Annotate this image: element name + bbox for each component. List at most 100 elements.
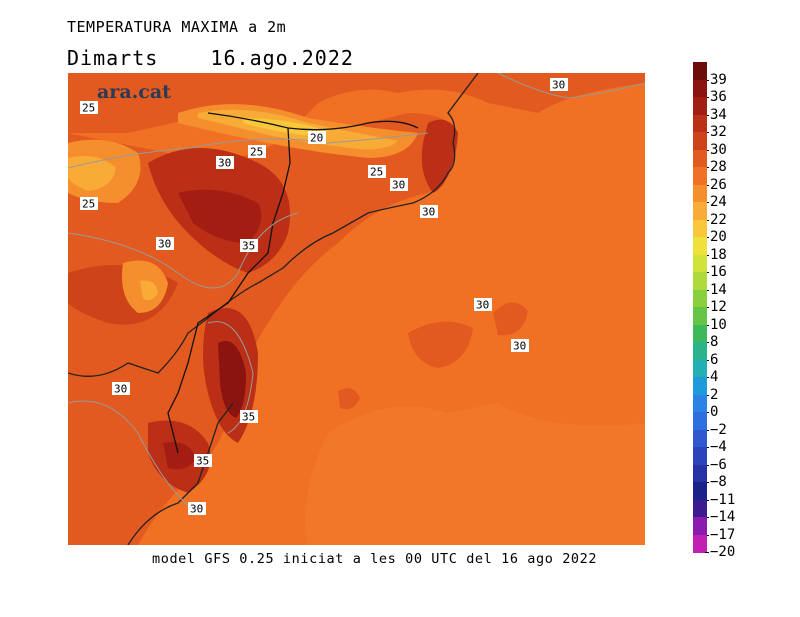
contour-labels: 30 25 30 25 20 25 30 25 30 35 30 30 30 30 35 35 30 [80, 78, 568, 516]
colorbar-segment [693, 447, 707, 465]
contour-label-box [216, 156, 234, 169]
colorbar-label: 16 [710, 264, 727, 280]
catalonia-border [247, 127, 291, 274]
hot-girona [421, 119, 458, 193]
colorbar-label: 4 [710, 369, 719, 385]
colorbar-tick [705, 307, 709, 308]
contour-label: 30 [218, 157, 231, 170]
contour-label: 25 [82, 198, 95, 211]
colorbar-tick [705, 114, 709, 116]
contour-label-box [240, 239, 258, 252]
map-title: TEMPERATURA MAXIMA a 2m [67, 18, 287, 36]
contour-label: 30 [392, 179, 405, 192]
colorbar-tick [705, 394, 709, 396]
colorbar-tick [705, 97, 709, 98]
colorbar-label: 12 [710, 299, 727, 315]
colorbar-label: −11 [710, 491, 736, 508]
colorbar-segment [693, 202, 707, 220]
contour-line [68, 212, 299, 289]
colorbar-segment [693, 237, 707, 255]
colorbar-label: 10 [710, 316, 727, 333]
colorbar-segment [693, 412, 707, 430]
colorbar-label: 30 [710, 141, 727, 158]
colorbar-tick [705, 149, 709, 151]
colorbar-label: 39 [710, 71, 727, 88]
colorbar-segment [693, 324, 707, 343]
contour-label-box [248, 145, 266, 158]
land-north [68, 73, 645, 133]
colorbar-label: 24 [710, 194, 727, 210]
colorbar-label: 18 [710, 246, 727, 263]
coastline [68, 73, 479, 377]
colorbar-label: 32 [710, 124, 727, 140]
logo: ara.cat [97, 81, 171, 103]
colorbar-segment [693, 499, 707, 518]
contour-label-box [511, 339, 529, 352]
contour-label: 25 [370, 166, 383, 179]
colorbar-tick [705, 79, 709, 81]
colorbar-tick [705, 464, 709, 466]
colorbar-label: −20 [710, 544, 736, 560]
colorbar-tick [705, 272, 709, 273]
contour-label: 30 [513, 340, 526, 353]
contour-label-box [194, 454, 212, 467]
colorbar-segment [693, 482, 707, 500]
colorbar-segment [693, 289, 707, 308]
map-svg: 30 25 30 25 20 25 30 25 30 35 30 30 30 30 35 35 30 [68, 73, 645, 545]
contour-label: 35 [242, 240, 255, 253]
colorbar-label: 20 [710, 229, 727, 245]
colorbar-label: 36 [710, 89, 727, 105]
colorbar-label: −4 [710, 439, 727, 455]
contour-label-box [240, 410, 258, 423]
colorbar-label: 6 [710, 351, 719, 368]
colorbar-segment [693, 254, 707, 273]
colorbar-tick [705, 289, 709, 291]
colorbar-segment [693, 114, 707, 133]
colorbar-segment [693, 429, 707, 448]
contour-label: 35 [242, 411, 255, 424]
colorbar-label: 22 [710, 211, 727, 228]
contour-label: 30 [476, 299, 489, 312]
colorbar-segment [693, 359, 707, 378]
colorbar-label: −17 [710, 526, 736, 543]
colorbar-tick [705, 552, 709, 553]
colorbar-label: −2 [710, 421, 727, 438]
contour-label: 25 [82, 102, 95, 115]
coastline-south [127, 402, 234, 545]
colorbar-segment [693, 342, 707, 360]
contour-line [497, 73, 645, 99]
colorbar-label: −8 [710, 474, 727, 490]
contour-label-box [80, 101, 98, 114]
french-border [207, 112, 419, 131]
colorbar-label: 2 [710, 386, 719, 403]
colorbar-segment [693, 394, 707, 413]
colorbar-segment [693, 184, 707, 203]
contour-label-box [80, 197, 98, 210]
colorbar-tick [705, 324, 709, 326]
colorbar-label: 8 [710, 334, 719, 350]
colorbar-segment [693, 79, 707, 98]
contour-label: 20 [310, 132, 323, 145]
contour-label-box [368, 165, 386, 178]
contour-label: 30 [114, 383, 127, 396]
colorbar-label: 0 [710, 404, 719, 420]
menorca [493, 302, 528, 336]
colorbar-label: 28 [710, 159, 727, 175]
contour-label: 25 [250, 146, 263, 159]
colorbar-tick [705, 377, 709, 378]
colorbar-label: 26 [710, 176, 727, 193]
colorbar-tick [705, 359, 709, 361]
colorbar-segment [693, 307, 707, 325]
model-footer: model GFS 0.25 iniciat a les 00 UTC del … [152, 551, 598, 567]
contour-label: 30 [422, 206, 435, 219]
colorbar-tick [705, 517, 709, 518]
contour-label-box [420, 205, 438, 218]
contour-label: 30 [552, 79, 565, 92]
contour-label-box [550, 78, 568, 91]
contour-line [68, 400, 199, 514]
ibiza [338, 388, 360, 410]
mallorca [408, 321, 473, 368]
contour-label: 35 [196, 455, 209, 468]
contour-label-box [188, 502, 206, 515]
colorbar-tick [705, 482, 709, 483]
